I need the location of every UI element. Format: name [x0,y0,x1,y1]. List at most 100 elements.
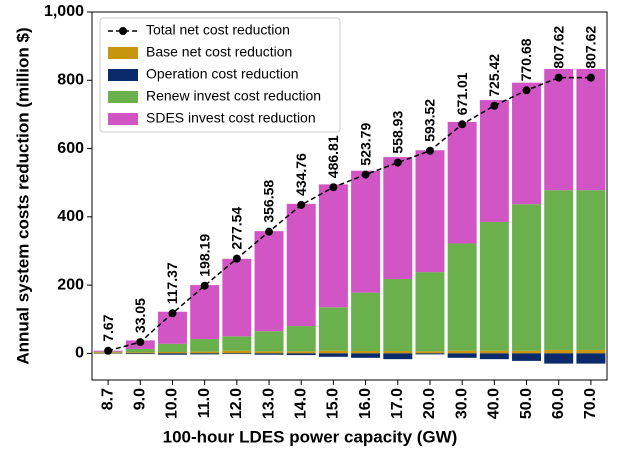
y-axis-label: Annual system costs reduction (million $… [13,27,32,364]
bar [286,351,316,354]
marker [265,227,274,236]
bar [544,190,574,350]
bar [222,353,252,355]
data-label: 593.52 [422,99,438,142]
marker [136,338,145,347]
bar [576,349,606,354]
x-axis-label: 100-hour LDES power capacity (GW) [163,427,458,446]
marker [554,73,563,82]
data-label: 277.54 [229,207,245,250]
x-tick-label: 11.0 [196,388,213,418]
data-label: 486.81 [325,135,341,178]
bar [222,336,252,351]
bar [318,353,348,357]
bar [576,69,606,191]
bar [157,352,187,354]
bar [190,285,220,340]
bar [479,353,509,360]
y-tick-label: 800 [57,71,84,88]
x-tick-label: 17.0 [389,388,406,419]
x-tick-label: 16.0 [357,388,374,419]
marker [168,309,177,318]
bar [190,339,220,352]
bar [447,353,477,358]
plot-frame [91,11,608,381]
bar [222,350,252,354]
x-tick-label: 70.0 [582,388,599,419]
legend-swatch [108,91,138,103]
x-tick-label: 13.0 [260,388,277,419]
bar [286,203,316,327]
bar [351,292,381,351]
bar [125,352,155,354]
bar [447,350,477,354]
x-tick-label: 14.0 [292,388,309,419]
bar [447,243,477,351]
bar [544,353,574,364]
x-tick-label: 9.0 [132,388,149,410]
legend-label: Total net cost reduction [146,22,290,38]
bar [544,349,574,354]
x-tick-label: 20.0 [421,388,438,419]
y-tick-label: 200 [57,276,84,293]
bar [190,351,220,354]
legend-marker [119,27,127,35]
bar [383,353,413,360]
legend-label: SDES invest cost reduction [146,110,316,126]
bar [254,353,284,355]
x-tick-label: 8.7 [99,388,116,410]
marker [586,73,595,82]
x-tick-label: 40.0 [486,388,503,419]
bar [415,272,445,352]
marker [297,200,306,209]
data-label: 33.05 [132,298,148,333]
x-tick-label: 12.0 [228,388,245,419]
y-tick-label: 600 [57,140,84,157]
data-label: 807.62 [550,26,566,69]
bar [576,190,606,350]
legend-label: Base net cost reduction [146,44,292,60]
bar [286,353,316,356]
legend-label: Renew invest cost reduction [146,88,321,104]
bar [512,204,542,351]
legend-swatch [108,47,138,59]
data-label: 558.93 [389,111,405,154]
bar [318,184,348,308]
legend-swatch [108,69,138,81]
data-label: 725.42 [486,54,502,97]
x-tick-label: 30.0 [453,388,470,419]
bar [383,278,413,351]
marker [361,170,370,179]
bar [415,353,445,355]
bar [125,353,155,355]
y-tick-label: 0 [75,345,84,362]
y-tick-label: 400 [57,208,84,225]
bar [479,100,509,222]
x-tick-label: 15.0 [325,388,342,419]
data-label: 356.58 [261,180,277,223]
bar [383,350,413,354]
bar [479,221,509,351]
bar [157,353,187,355]
marker [232,254,241,263]
marker [490,101,499,110]
x-tick-label: 60.0 [550,388,567,419]
bar [383,157,413,279]
data-label: 117.37 [164,262,180,304]
bar [544,69,574,191]
bar [286,326,316,352]
bar [351,350,381,354]
bar [415,150,445,273]
data-label: 523.79 [357,123,373,166]
bar [415,351,445,354]
bar [576,353,606,364]
bar [318,307,348,351]
bar [351,353,381,358]
data-label: 671.01 [454,72,470,115]
data-label: 770.68 [518,38,534,81]
bar [479,350,509,354]
data-label: 7.67 [100,314,116,341]
bar [318,350,348,354]
data-label: 198.19 [196,234,212,277]
